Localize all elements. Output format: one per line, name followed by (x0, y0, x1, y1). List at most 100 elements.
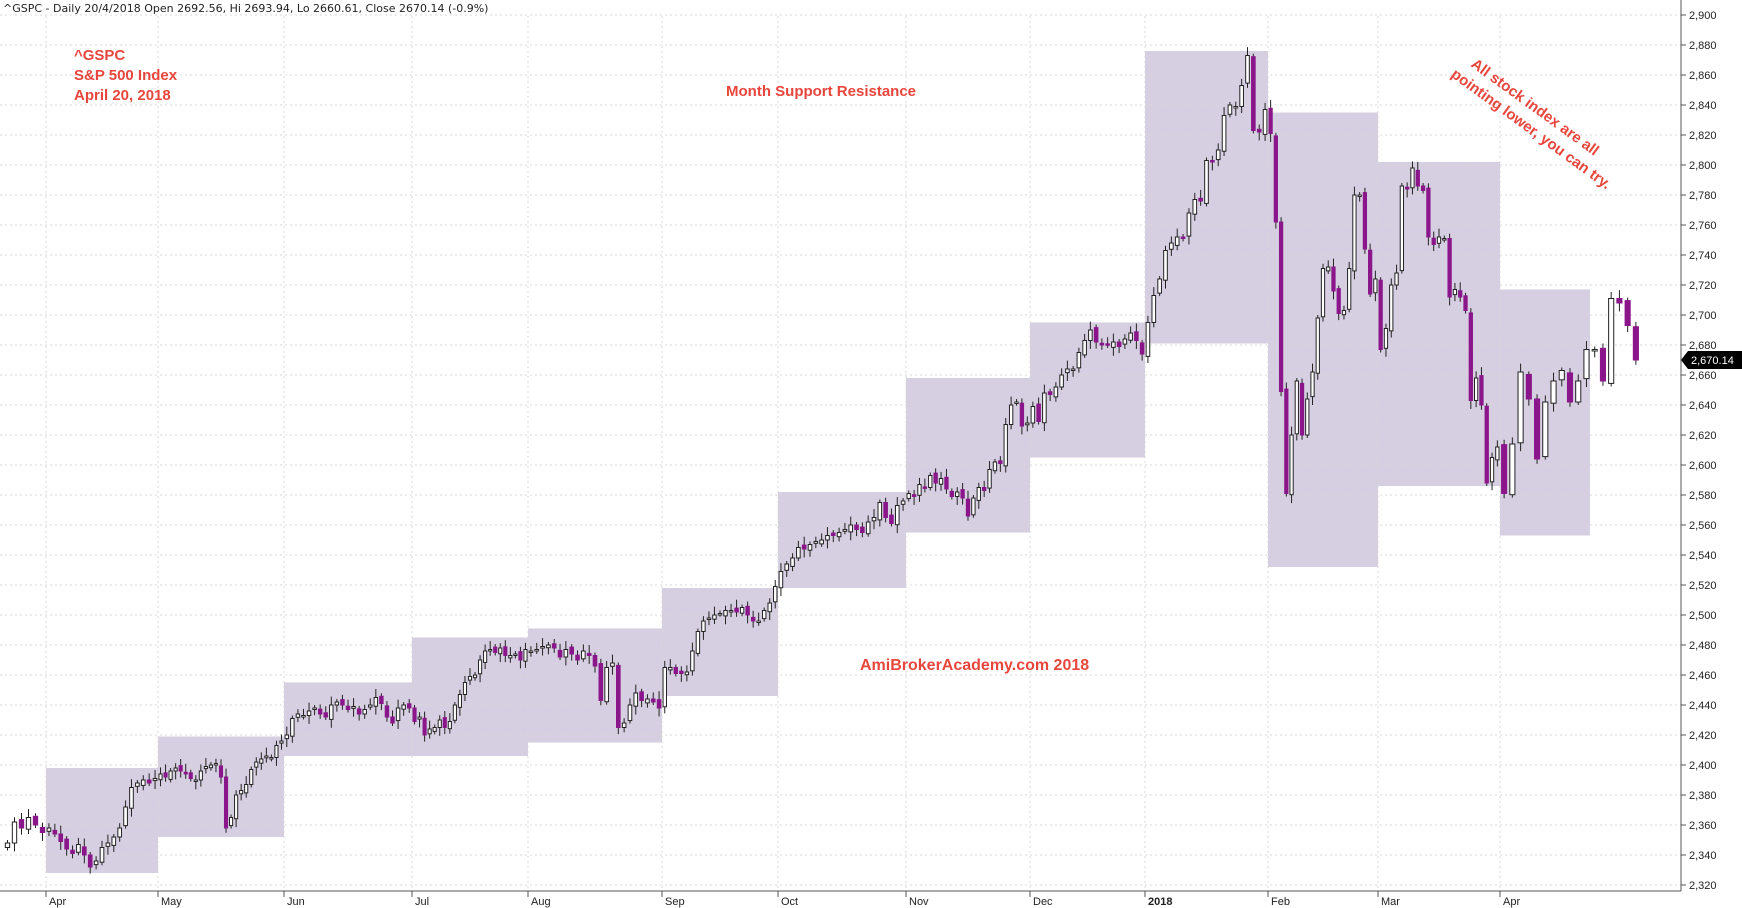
candle-up (662, 667, 667, 708)
candle-up (437, 719, 442, 728)
y-tick-label: 2,680 (1689, 340, 1717, 352)
candle-down (32, 815, 39, 826)
candle-up (1042, 392, 1047, 424)
candle-up (117, 827, 123, 838)
candle-down (1210, 160, 1215, 163)
y-tick-label: 2,380 (1689, 790, 1717, 802)
candle-up (1315, 317, 1320, 374)
candle-up (284, 734, 290, 740)
x-tick-label: Sep (665, 896, 685, 908)
candle-up (259, 758, 264, 764)
candle-up (11, 821, 18, 844)
candle-up (1357, 194, 1362, 197)
candle-up (140, 779, 146, 786)
candle-down (734, 607, 739, 613)
x-tick-label: Jul (415, 896, 429, 908)
candle-down (81, 846, 87, 856)
candle-up (1233, 106, 1239, 109)
candle-up (1169, 242, 1174, 250)
candle-up (395, 707, 401, 722)
candle-up (1517, 371, 1524, 444)
candle-down (1378, 279, 1383, 351)
candle-down (1180, 236, 1186, 239)
candle-up (695, 631, 701, 654)
candle-up (1489, 457, 1495, 483)
candle-down (1019, 402, 1025, 427)
candle-up (1053, 386, 1059, 398)
monthly-range-box (662, 588, 778, 696)
candle-up (198, 770, 203, 781)
candle-up (1347, 268, 1352, 310)
monthly-range-box (1378, 162, 1500, 486)
candle-down (998, 460, 1003, 464)
candle-up (1082, 340, 1087, 356)
candle-up (723, 610, 728, 617)
candle-down (750, 616, 756, 622)
candle-up (99, 847, 105, 863)
candle-down (518, 651, 523, 661)
last-price-badge (1681, 351, 1742, 369)
candle-down (557, 649, 563, 658)
candle-up (351, 706, 356, 709)
candle-up (329, 704, 334, 720)
x-tick-label: Mar (1381, 896, 1400, 908)
candle-down (933, 472, 938, 484)
candle-up (871, 517, 877, 522)
candle-up (1452, 289, 1458, 296)
candle-up (1436, 236, 1442, 244)
candle-up (368, 704, 373, 708)
x-tick-label: Apr (49, 896, 66, 908)
last-price-marker: 2,670.14 (1681, 351, 1742, 369)
candle-down (163, 772, 168, 778)
candle-up (825, 535, 830, 541)
candle-up (955, 491, 960, 497)
candle-up (1320, 268, 1326, 318)
y-tick-label: 2,660 (1689, 370, 1717, 382)
candle-down (965, 498, 971, 517)
grid-lines (0, 14, 1681, 891)
candle-up (633, 692, 639, 707)
candle-up (111, 836, 117, 846)
candle-up (254, 761, 259, 768)
candle-down (1273, 135, 1278, 223)
candle-down (889, 514, 894, 524)
candle-up (1025, 422, 1030, 426)
candle-down (412, 707, 417, 722)
candle-down (1468, 312, 1473, 401)
candle-up (168, 770, 173, 780)
candle-up (917, 484, 922, 496)
candle-up (213, 763, 219, 766)
symbol-label: ^GSPC (74, 47, 125, 64)
candle-up (784, 563, 790, 571)
candle-down (52, 829, 58, 835)
candle-down (323, 712, 328, 718)
candle-down (1336, 288, 1341, 315)
candle-up (1558, 370, 1565, 381)
candle-up (452, 704, 457, 721)
candle-up (1059, 374, 1064, 388)
candle-down (569, 646, 575, 655)
candle-down (1458, 290, 1463, 298)
candle-down (1198, 197, 1203, 202)
candle-up (706, 617, 712, 620)
candle-down (1566, 372, 1574, 403)
candle-down (1278, 221, 1284, 392)
candle-up (1215, 149, 1221, 161)
candle-down (592, 655, 598, 667)
candle-down (1447, 238, 1452, 298)
candle-up (1204, 160, 1209, 204)
candle-down (1420, 185, 1426, 191)
candle-up (1341, 310, 1347, 316)
candle-up (472, 674, 478, 679)
x-tick-label: Jun (287, 896, 305, 908)
chart-header: ^GSPC - Daily 20/4/2018 Open 2692.56, Hi… (3, 2, 488, 15)
candle-down (183, 771, 188, 775)
candlestick-series (4, 47, 1639, 874)
candle-up (1550, 380, 1557, 404)
candle-up (158, 773, 163, 781)
candle-up (483, 650, 488, 663)
y-tick-label: 2,540 (1689, 550, 1717, 562)
candle-down (1632, 326, 1639, 361)
candle-up (193, 779, 198, 782)
candle-down (679, 670, 684, 674)
